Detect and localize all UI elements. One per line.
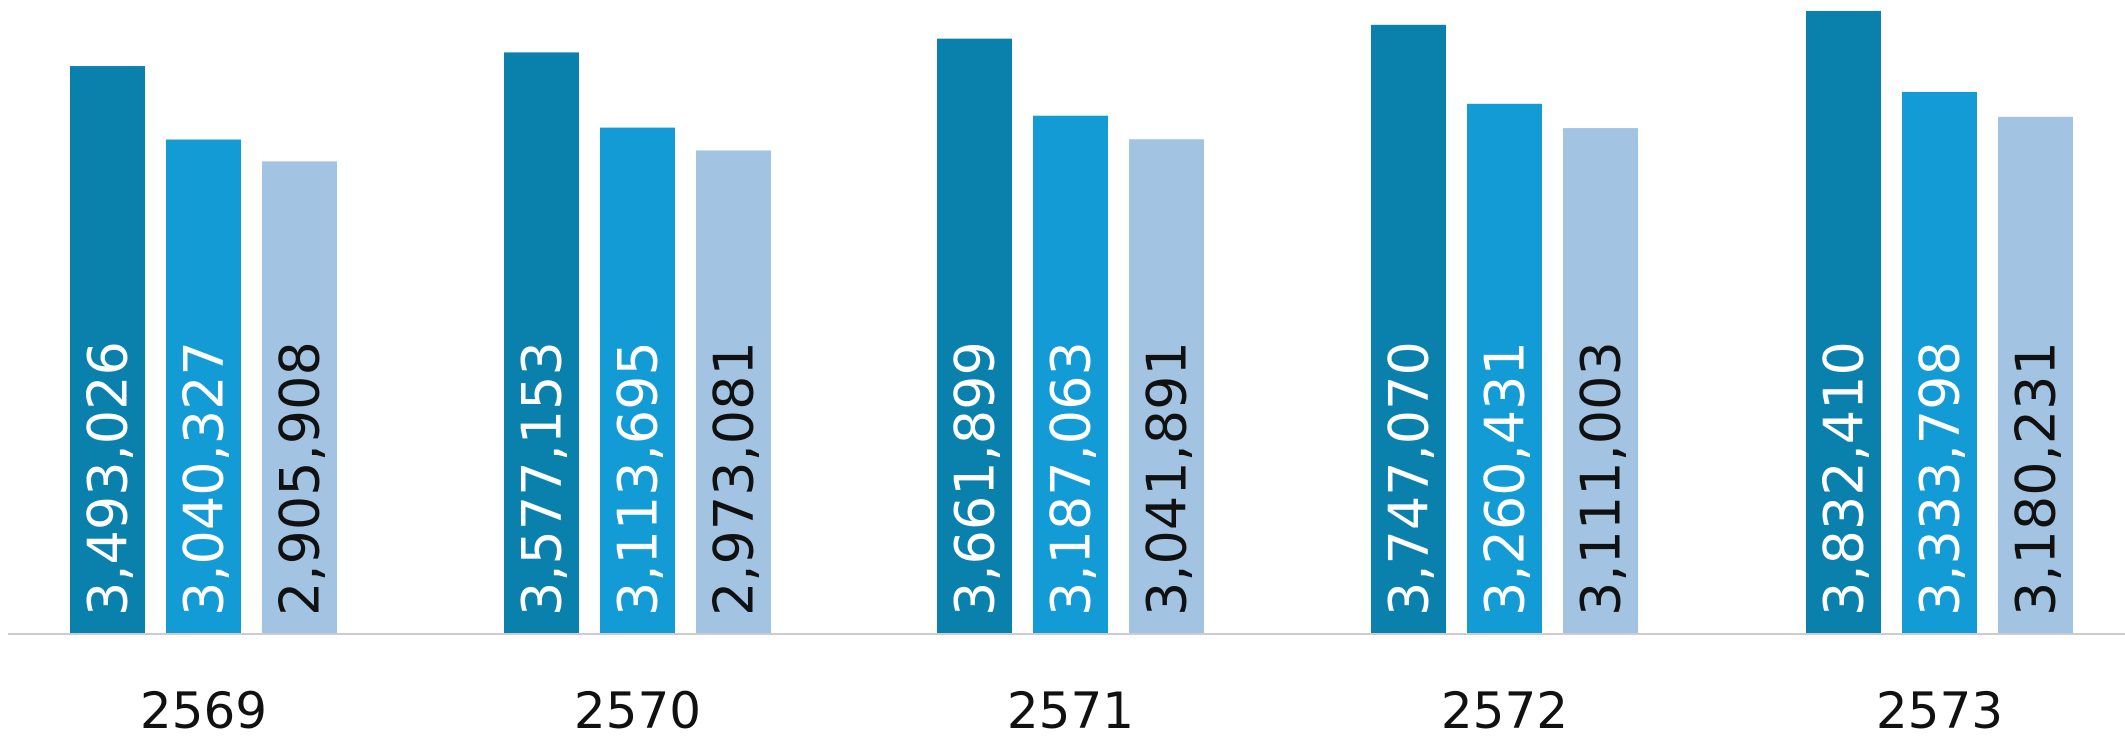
bar-value-label-2570-series-1: 3,577,153 (511, 341, 574, 616)
category-label-2571: 2571 (1007, 682, 1134, 739)
bar-2572-series-1 (1371, 24, 1446, 633)
bar-value-label-2570-series-2: 3,113,695 (607, 341, 670, 616)
category-label-2570: 2570 (574, 682, 701, 739)
bar-2571-series-2 (1033, 115, 1108, 634)
category-label-2572: 2572 (1441, 682, 1568, 739)
bar-2573-series-1 (1806, 10, 1881, 633)
bar-value-label-2572-series-2: 3,260,431 (1474, 341, 1537, 616)
bar-2571-series-3 (1129, 139, 1204, 633)
bar-2569-series-3 (262, 161, 337, 633)
bar-value-label-2572-series-3: 3,111,003 (1570, 341, 1633, 616)
bar-value-label-2572-series-1: 3,747,070 (1378, 341, 1441, 616)
bar-2570-series-3 (696, 150, 771, 633)
bar-value-label-2569-series-1: 3,493,026 (77, 341, 140, 616)
bar-value-label-2571-series-3: 3,041,891 (1136, 341, 1199, 616)
bar-2573-series-2 (1902, 91, 1977, 634)
bar-value-label-2573-series-1: 3,832,410 (1813, 341, 1876, 616)
bar-value-label-2570-series-3: 2,973,081 (703, 341, 766, 616)
bar-value-label-2571-series-1: 3,661,899 (944, 341, 1007, 616)
bar-2573-series-3 (1998, 116, 2073, 634)
bar-2571-series-1 (937, 38, 1012, 633)
bar-value-label-2571-series-2: 3,187,063 (1040, 341, 1103, 616)
bar-value-label-2569-series-3: 2,905,908 (269, 341, 332, 616)
category-label-2569: 2569 (140, 682, 267, 739)
bar-2569-series-2 (166, 139, 241, 633)
bar-value-label-2569-series-2: 3,040,327 (173, 341, 236, 616)
category-label-2573: 2573 (1876, 682, 2003, 739)
category-labels-layer: 2569 2570 2571 2572 2573 (140, 682, 2003, 739)
bar-value-label-2573-series-3: 3,180,231 (2005, 341, 2068, 616)
bar-2570-series-2 (600, 127, 675, 633)
bar-2569-series-1 (70, 66, 145, 634)
bar-2572-series-3 (1563, 128, 1638, 633)
bars-layer (70, 10, 2073, 634)
bar-2570-series-1 (504, 52, 579, 633)
bar-value-label-2573-series-2: 3,333,798 (1909, 341, 1972, 616)
bar-labels-layer: 3,493,026 3,040,327 2,905,908 3,577,153 3,11… (77, 341, 2068, 616)
bar-2572-series-2 (1467, 103, 1542, 634)
